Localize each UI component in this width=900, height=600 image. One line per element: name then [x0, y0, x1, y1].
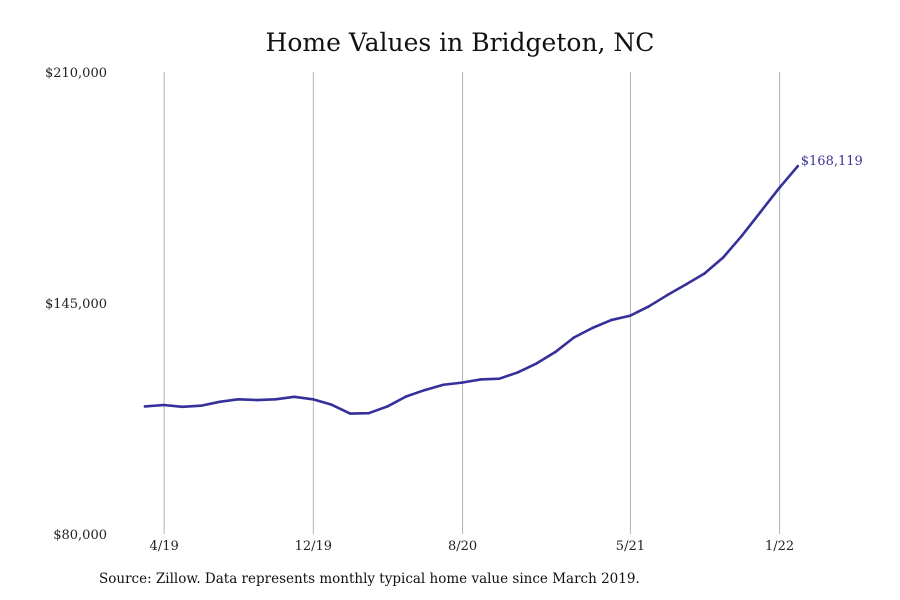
data-point — [330, 403, 333, 406]
data-point — [423, 388, 427, 392]
data-point — [665, 293, 669, 297]
data-point — [628, 314, 632, 318]
source-note: Source: Zillow. Data represents monthly … — [99, 571, 640, 587]
x-tick-label: 4/19 — [150, 539, 179, 554]
data-point — [740, 234, 744, 238]
data-point — [591, 326, 594, 330]
data-point — [348, 412, 352, 415]
data-point — [703, 272, 706, 275]
end-value-label: $168,119 — [801, 154, 863, 169]
data-point — [647, 305, 650, 308]
x-axis-ticks: 4/19 12/19 8/20 5/21 1/22 — [150, 539, 795, 554]
data-point — [554, 350, 557, 354]
data-point — [516, 371, 520, 374]
y-tick-label: $145,000 — [45, 297, 107, 312]
data-point — [311, 398, 315, 401]
data-point — [386, 405, 389, 408]
y-tick-label: $80,000 — [53, 528, 107, 543]
data-point — [236, 398, 240, 401]
x-tick-label: 12/19 — [295, 539, 332, 554]
data-point — [572, 336, 576, 339]
data-point — [498, 377, 501, 381]
data-point — [684, 283, 688, 286]
data-point — [535, 362, 538, 365]
data-point — [181, 405, 184, 409]
y-axis-ticks: $80,000 $145,000 $210,000 — [45, 66, 107, 543]
data-point — [759, 210, 762, 214]
data-point — [255, 398, 259, 402]
data-point — [274, 398, 277, 401]
x-tick-label: 1/22 — [765, 539, 794, 554]
data-point — [442, 383, 445, 387]
data-point — [218, 400, 221, 404]
grid-lines — [163, 72, 781, 534]
data-point — [199, 404, 203, 408]
data-point — [479, 378, 483, 381]
x-tick-label: 5/21 — [616, 539, 645, 554]
series-layer — [143, 164, 800, 415]
data-point — [460, 381, 464, 384]
series-line-0 — [143, 164, 800, 415]
data-point — [143, 405, 147, 408]
data-point — [796, 164, 800, 168]
data-point — [162, 403, 165, 407]
y-tick-label: $210,000 — [45, 66, 107, 81]
x-tick-label: 8/20 — [448, 539, 477, 554]
data-point — [777, 186, 781, 190]
data-point — [404, 395, 408, 398]
data-point — [367, 411, 371, 415]
data-point — [721, 256, 725, 259]
data-point — [292, 395, 296, 399]
data-point — [609, 318, 613, 322]
chart-title: Home Values in Bridgeton, NC — [266, 28, 655, 57]
